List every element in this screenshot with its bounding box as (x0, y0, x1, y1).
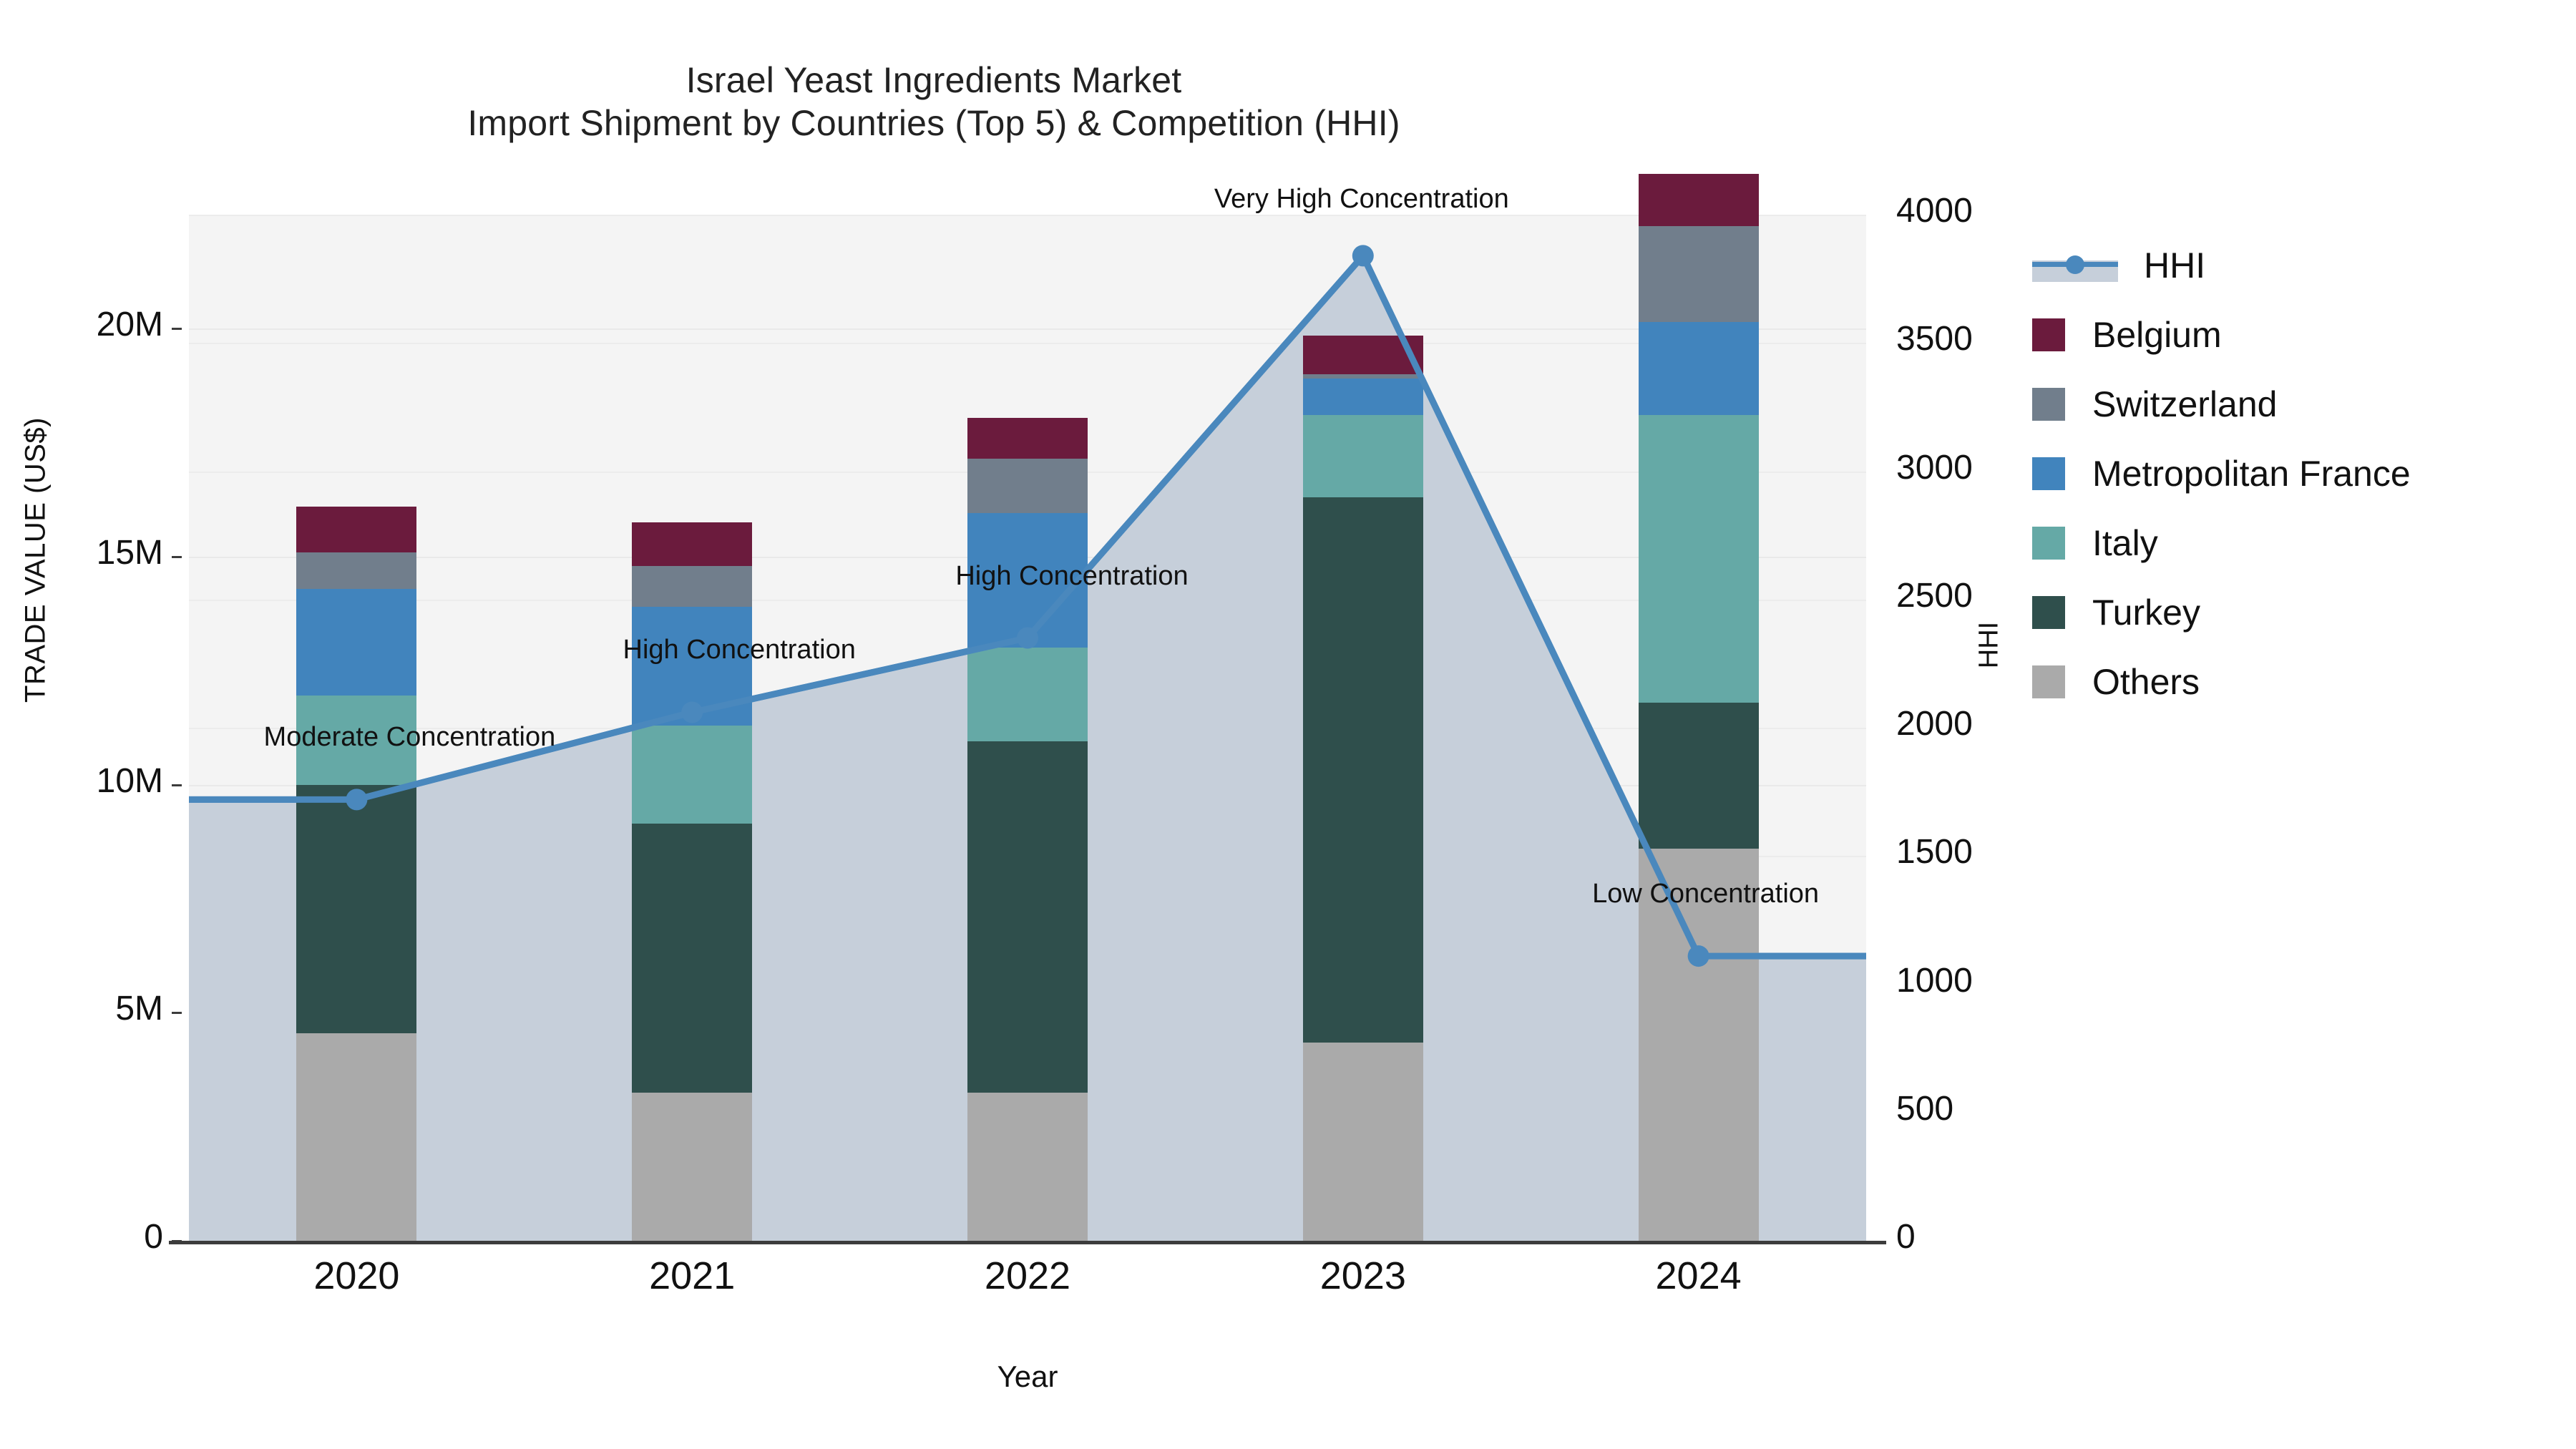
y-axis-left-label: TRADE VALUE (US$) (19, 417, 52, 703)
bar-segment-switzerland[interactable] (967, 459, 1088, 514)
bar-segment-metropolitan-france[interactable] (296, 588, 417, 696)
y-left-tickmark-2 (172, 784, 182, 786)
y-right-tick-6: 3000 (1896, 448, 1973, 487)
legend-label: Italy (2092, 522, 2158, 563)
y-right-tick-8: 4000 (1896, 192, 1973, 230)
plot-area (189, 173, 1866, 1242)
bar-segment-others[interactable] (967, 1092, 1088, 1241)
legend-label: HHI (2144, 245, 2206, 286)
x-tick-2020: 2020 (313, 1254, 400, 1297)
legend-swatch-icon (2032, 318, 2065, 351)
bar-stack-2024[interactable] (1638, 173, 1759, 1241)
bar-segment-belgium[interactable] (1302, 335, 1423, 375)
bar-segment-italy[interactable] (632, 725, 753, 824)
bar-segment-switzerland[interactable] (1638, 225, 1759, 322)
bar-segment-turkey[interactable] (967, 741, 1088, 1093)
y-left-tick-4: 20M (96, 306, 163, 344)
x-tick-2022: 2022 (984, 1254, 1071, 1297)
x-axis-spine (169, 1241, 1886, 1244)
bar-segment-belgium[interactable] (296, 506, 417, 552)
bar-segment-turkey[interactable] (632, 823, 753, 1093)
y-right-tick-5: 2500 (1896, 576, 1973, 615)
legend-item-italy[interactable]: Italy (2032, 508, 2411, 577)
y-right-tick-1: 500 (1896, 1089, 1954, 1128)
y-axis-right-label: HHI (1974, 621, 2004, 669)
chart-title-line-1: Israel Yeast Ingredients Market (686, 60, 1182, 100)
annotation-2024: Low Concentration (1592, 879, 1820, 909)
legend-item-switzerland[interactable]: Switzerland (2032, 369, 2411, 439)
x-axis-label: Year (997, 1360, 1058, 1393)
y-left-tick-3: 15M (96, 534, 163, 572)
chart-title-line-2: Import Shipment by Countries (Top 5) & C… (467, 103, 1400, 143)
legend-item-belgium[interactable]: Belgium (2032, 300, 2411, 369)
bar-segment-metropolitan-france[interactable] (632, 607, 753, 726)
legend-label: Turkey (2092, 592, 2200, 633)
bar-segment-others[interactable] (632, 1092, 753, 1241)
y-left-tick-0: 0 (144, 1218, 163, 1256)
bar-segment-turkey[interactable] (1638, 702, 1759, 849)
legend-item-others[interactable]: Others (2032, 647, 2411, 716)
bar-stack-2022[interactable] (967, 417, 1088, 1241)
legend-item-turkey[interactable]: Turkey (2032, 577, 2411, 647)
legend-label: Metropolitan France (2092, 453, 2411, 494)
bar-segment-switzerland[interactable] (632, 565, 753, 608)
y-right-tick-3: 1500 (1896, 833, 1973, 872)
gridline-right (189, 215, 1866, 216)
legend-item-hhi[interactable]: HHI (2032, 230, 2411, 300)
legend-label: Belgium (2092, 314, 2222, 355)
y-left-tickmark-1 (172, 1012, 182, 1015)
bar-stack-2021[interactable] (632, 522, 753, 1241)
y-right-tick-4: 2000 (1896, 705, 1973, 743)
annotation-2023: Very High Concentration (1214, 184, 1509, 215)
bar-segment-italy[interactable] (967, 648, 1088, 742)
bar-segment-belgium[interactable] (632, 522, 753, 566)
bar-segment-italy[interactable] (1302, 415, 1423, 498)
legend-swatch-icon (2032, 387, 2065, 421)
legend-swatch-icon (2032, 595, 2065, 629)
bar-segment-belgium[interactable] (1638, 173, 1759, 226)
bar-segment-italy[interactable] (1638, 415, 1759, 703)
y-left-tick-1: 5M (115, 990, 163, 1028)
annotation-2022: High Concentration (955, 560, 1189, 591)
y-left-tick-2: 10M (96, 761, 163, 800)
bar-segment-others[interactable] (296, 1033, 417, 1241)
legend-label: Others (2092, 661, 2200, 702)
x-tick-2021: 2021 (649, 1254, 736, 1297)
chart-legend: HHI Belgium Switzerland Metropolitan France… (2032, 230, 2411, 716)
y-right-tick-2: 1000 (1896, 961, 1973, 1000)
legend-label: Switzerland (2092, 384, 2278, 424)
x-tick-2024: 2024 (1655, 1254, 1742, 1297)
y-left-tickmark-0 (172, 1240, 182, 1242)
bar-segment-metropolitan-france[interactable] (1302, 379, 1423, 416)
bar-segment-turkey[interactable] (1302, 497, 1423, 1043)
y-left-tickmark-4 (172, 328, 182, 331)
bar-stack-2023[interactable] (1302, 335, 1423, 1241)
legend-item-metropolitan-france[interactable]: Metropolitan France (2032, 439, 2411, 508)
legend-swatch-icon (2032, 526, 2065, 560)
annotation-2021: High Concentration (623, 635, 856, 665)
bar-segment-switzerland[interactable] (296, 552, 417, 589)
annotation-2020: Moderate Concentration (263, 722, 556, 753)
bar-segment-turkey[interactable] (296, 784, 417, 1034)
chart-title: Israel Yeast Ingredients Market Import S… (0, 59, 1868, 145)
bar-segment-belgium[interactable] (967, 417, 1088, 459)
bar-segment-switzerland[interactable] (1302, 374, 1423, 379)
y-right-tick-7: 3500 (1896, 320, 1973, 358)
bar-segment-metropolitan-france[interactable] (1638, 321, 1759, 416)
bar-stack-2020[interactable] (296, 506, 417, 1241)
bar-segment-others[interactable] (1302, 1042, 1423, 1241)
y-left-tickmark-3 (172, 556, 182, 558)
x-tick-2023: 2023 (1319, 1254, 1406, 1297)
y-right-tick-0: 0 (1896, 1218, 1916, 1256)
legend-line-key-icon (2032, 249, 2118, 282)
legend-swatch-icon (2032, 665, 2065, 698)
legend-swatch-icon (2032, 457, 2065, 490)
